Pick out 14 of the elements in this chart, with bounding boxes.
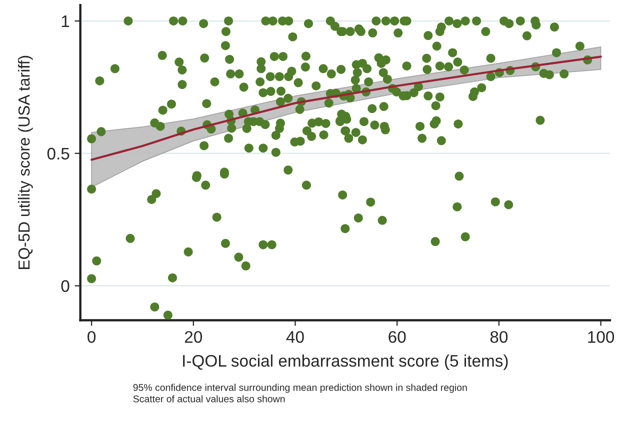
line-series — [90, 56, 602, 161]
x-tick-label: 40 — [286, 331, 304, 343]
y-tick-label: 0.5 — [47, 148, 70, 160]
x-axis-title: I-QOL social embarrassment score (5 items) — [183, 354, 508, 370]
y-tick-label: 0 — [61, 280, 70, 292]
x-tick-label: 100 — [588, 331, 614, 343]
text: Scatter of actual values also shown — [133, 395, 285, 402]
x-tick-label: 20 — [184, 331, 202, 343]
x-tick-label: 0 — [88, 331, 96, 343]
text: 95% confidence interval surrounding mean prediction shown in shaded region — [133, 384, 467, 393]
y-axis-title: EQ-5D utility score (USA tariff) — [18, 56, 33, 270]
x-tick-label: 80 — [490, 331, 508, 343]
y-tick-label: 1 — [62, 16, 70, 28]
x-tick-label: 60 — [388, 331, 406, 343]
